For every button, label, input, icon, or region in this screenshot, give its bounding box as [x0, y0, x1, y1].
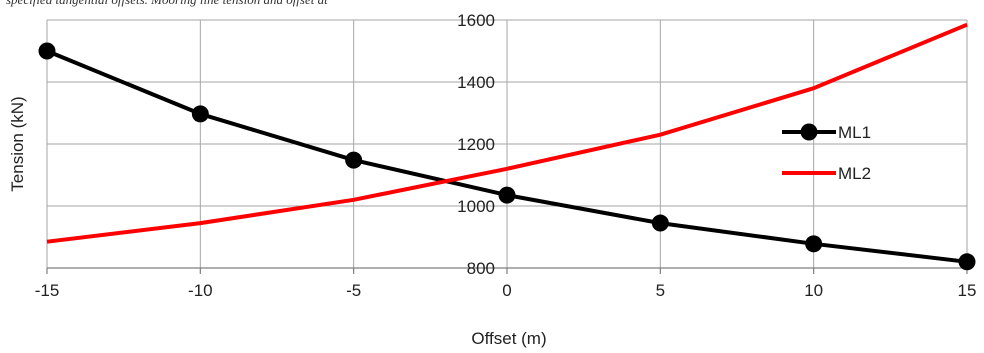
y-tick-labels: 800 1000 1200 1400 1600 — [457, 11, 495, 278]
y-tick-label: 1600 — [457, 11, 495, 30]
legend-label-ml1: ML1 — [838, 123, 871, 142]
y-tick-label: 800 — [467, 259, 495, 278]
axes — [46, 267, 968, 274]
x-tick-label: -5 — [346, 281, 361, 300]
series-layer — [38, 22, 976, 271]
x-tick-label: 15 — [958, 281, 977, 300]
chart-caption: specified tangential offsets. Mooring li… — [6, 0, 328, 8]
data-point-ml1 — [38, 42, 56, 60]
series-line-ml2 — [46, 22, 968, 244]
data-point-ml1 — [498, 186, 516, 204]
data-point-ml1 — [191, 105, 209, 123]
legend-label-ml2: ML2 — [838, 164, 871, 183]
data-point-ml1 — [805, 235, 823, 253]
x-tick-label: 0 — [502, 281, 511, 300]
grid-lines — [46, 19, 968, 269]
data-point-ml1 — [345, 151, 363, 169]
x-tick-label: 10 — [804, 281, 823, 300]
y-tick-label: 1000 — [457, 197, 495, 216]
x-tick-labels: -15 -10 -5 0 5 10 15 — [35, 281, 977, 300]
x-tick-label: -15 — [35, 281, 60, 300]
y-tick-label: 1200 — [457, 135, 495, 154]
x-axis-title: Offset (m) — [471, 329, 546, 348]
data-point-ml1 — [958, 253, 976, 271]
data-point-ml1 — [651, 214, 669, 232]
y-tick-label: 1400 — [457, 73, 495, 92]
legend: ML1 ML2 — [782, 123, 871, 183]
legend-marker-ml1 — [800, 123, 818, 141]
y-axis-title: Tension (kN) — [8, 96, 27, 191]
x-tick-label: 5 — [656, 281, 665, 300]
x-tick-label: -10 — [188, 281, 213, 300]
